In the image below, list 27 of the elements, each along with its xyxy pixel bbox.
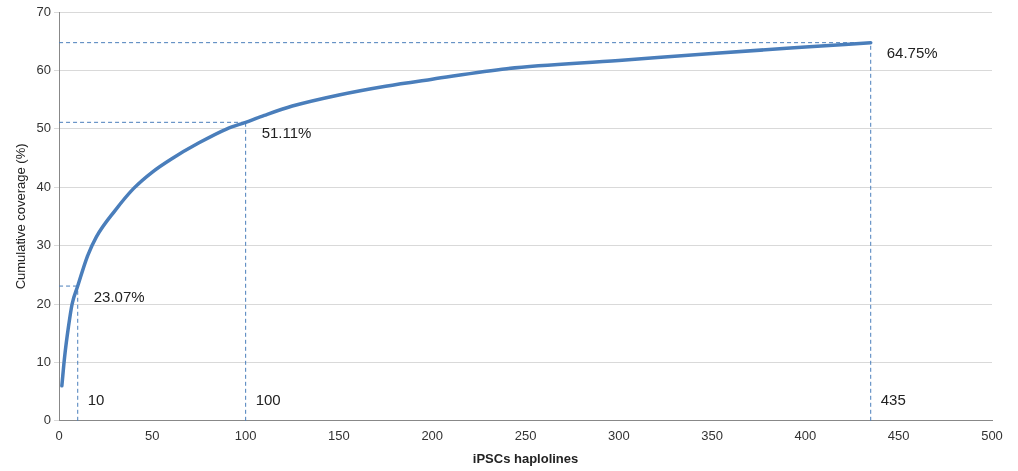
x-tick-label: 450 xyxy=(887,428,910,444)
y-tick-label: 50 xyxy=(36,120,52,136)
y-tick-label: 0 xyxy=(43,412,52,428)
x-tick-label: 350 xyxy=(701,428,723,444)
x-tick-label: 0 xyxy=(55,428,63,444)
ref-line-label: 51.11% xyxy=(261,123,312,141)
ref-line-label: 435 xyxy=(880,390,906,408)
x-tick-label: 200 xyxy=(421,428,444,444)
y-tick-label: 10 xyxy=(36,353,52,369)
x-tick-label: 500 xyxy=(981,428,1003,444)
ref-line-label: 64.75% xyxy=(886,44,938,62)
x-tick-label: 400 xyxy=(794,428,817,444)
x-tick-label: 300 xyxy=(607,428,630,444)
x-tick-label: 100 xyxy=(234,428,257,444)
x-tick-label: 50 xyxy=(145,428,160,444)
ref-line-label: 23.07% xyxy=(93,287,145,305)
y-tick-label: 20 xyxy=(36,295,52,311)
ref-line-label: 10 xyxy=(87,390,105,408)
y-tick-label: 70 xyxy=(36,3,52,19)
x-tick-label: 150 xyxy=(328,428,350,444)
y-axis-title: Cumulative coverage (%) xyxy=(13,143,29,290)
ref-line-label: 100 xyxy=(255,390,281,408)
y-tick-label: 60 xyxy=(36,61,52,77)
x-tick-label: 250 xyxy=(514,428,537,444)
y-tick-label: 40 xyxy=(36,178,52,194)
y-tick-label: 30 xyxy=(36,237,52,253)
x-axis-title: iPSCs haplolines xyxy=(472,450,579,466)
